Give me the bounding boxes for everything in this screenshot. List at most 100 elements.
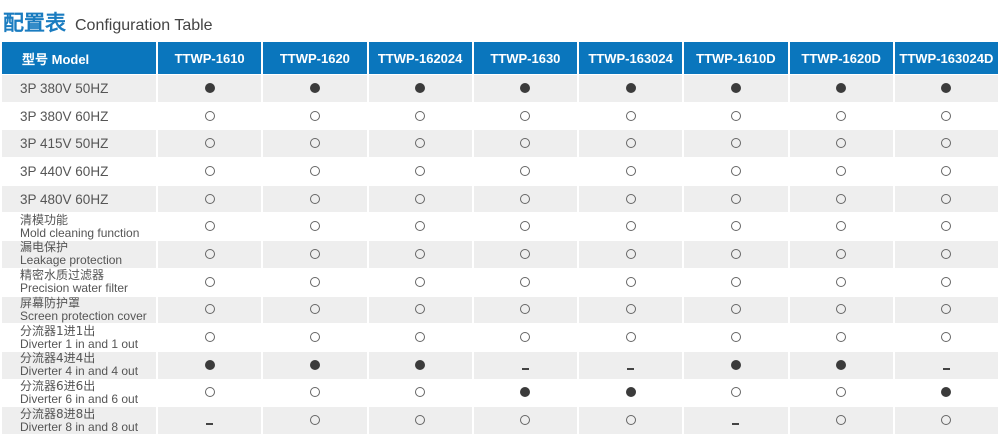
hollow-circle-icon (520, 248, 531, 259)
row-label-english: Diverter 8 in and 8 out (20, 419, 139, 434)
table-cell (368, 324, 472, 352)
hollow-circle-icon (309, 221, 320, 232)
row-label-english: Diverter 1 in and 1 out (20, 336, 139, 351)
table-cell (263, 380, 367, 408)
table-cell (263, 130, 367, 159)
hollow-circle-icon (204, 110, 215, 121)
hollow-circle-icon (520, 110, 531, 121)
table-cell (789, 75, 893, 103)
table-cell (368, 241, 472, 269)
hollow-circle-icon (520, 276, 531, 287)
table-cell (789, 407, 893, 435)
table-cell (473, 103, 577, 131)
hollow-circle-icon (204, 138, 215, 149)
hollow-circle-icon (625, 221, 636, 232)
model-header-ttwp-163024: TTWP-163024 (579, 42, 683, 75)
hollow-circle-icon (415, 138, 426, 149)
table-cell (894, 380, 998, 408)
table-cell (579, 351, 683, 380)
hollow-circle-icon (309, 304, 320, 315)
table-cell (894, 75, 998, 103)
filled-circle-icon (520, 387, 531, 398)
table-cell (473, 296, 577, 325)
hollow-circle-icon (520, 221, 531, 232)
table-cell (579, 213, 683, 242)
table-cell (368, 351, 472, 380)
table-cell (158, 213, 262, 242)
table-row: 分流器4进4出 Diverter 4 in and 4 out (2, 352, 998, 380)
hollow-circle-icon (836, 138, 847, 149)
table-cell (579, 407, 683, 435)
hollow-circle-icon (204, 304, 215, 315)
table-cell (473, 241, 577, 269)
row-label-chinese: 漏电保护 (20, 240, 69, 255)
table-cell (684, 213, 788, 242)
row-label: 分流器8进8出 Diverter 8 in and 8 out (2, 407, 156, 435)
filled-circle-icon (836, 82, 847, 93)
filled-circle-icon (309, 359, 320, 370)
table-cell (368, 130, 472, 159)
model-header-ttwp-1620: TTWP-1620 (263, 42, 367, 75)
hollow-circle-icon (520, 332, 531, 343)
table-cell (473, 407, 577, 435)
table-cell (158, 269, 262, 297)
table-cell (684, 241, 788, 269)
table-cell (473, 158, 577, 186)
table-cell (473, 269, 577, 297)
table-cell (789, 158, 893, 186)
table-body: 3P 380V 50HZ 3P 380V 60HZ 3P 415V 50HZ 3P 4… (2, 75, 998, 435)
table-cell (263, 324, 367, 352)
table-row: 清模功能 Mold cleaning function (2, 213, 998, 242)
hollow-circle-icon (730, 332, 741, 343)
hollow-circle-icon (836, 221, 847, 232)
filled-circle-icon (204, 359, 215, 370)
hollow-circle-icon (415, 221, 426, 232)
hollow-circle-icon (625, 248, 636, 259)
model-header-ttwp-1610: TTWP-1610 (158, 42, 262, 75)
hollow-circle-icon (836, 193, 847, 204)
table-cell (894, 185, 998, 214)
table-cell (684, 158, 788, 186)
hollow-circle-icon (836, 276, 847, 287)
filled-circle-icon (520, 82, 531, 93)
row-label-chinese: 屏幕防护罩 (20, 295, 81, 310)
hollow-circle-icon (309, 138, 320, 149)
table-cell (473, 130, 577, 159)
table-cell (158, 130, 262, 159)
table-cell (263, 351, 367, 380)
table-cell (684, 185, 788, 214)
hollow-circle-icon (204, 332, 215, 343)
hollow-circle-icon (730, 304, 741, 315)
hollow-circle-icon (309, 165, 320, 176)
row-label: 3P 440V 60HZ (2, 158, 156, 186)
hollow-circle-icon (836, 248, 847, 259)
hollow-circle-icon (625, 304, 636, 315)
hollow-circle-icon (625, 165, 636, 176)
hollow-circle-icon (836, 165, 847, 176)
hollow-circle-icon (204, 276, 215, 287)
hollow-circle-icon (941, 110, 952, 121)
table-cell (368, 103, 472, 131)
hollow-circle-icon (309, 276, 320, 287)
table-cell (473, 185, 577, 214)
table-cell (684, 351, 788, 380)
hollow-circle-icon (625, 193, 636, 204)
hollow-circle-icon (836, 387, 847, 398)
row-label-chinese: 分流器6进6出 (20, 378, 96, 393)
row-label: 分流器6进6出 Diverter 6 in and 6 out (2, 378, 156, 408)
row-label-english: Diverter 6 in and 6 out (20, 391, 139, 406)
hollow-circle-icon (941, 248, 952, 259)
hollow-circle-icon (941, 193, 952, 204)
table-cell (579, 75, 683, 103)
filled-circle-icon (309, 82, 320, 93)
hollow-circle-icon (730, 110, 741, 121)
hollow-circle-icon (730, 193, 741, 204)
table-cell (579, 241, 683, 269)
table-cell (263, 269, 367, 297)
row-label-english: Precision water filter (20, 281, 129, 296)
hollow-circle-icon (309, 387, 320, 398)
table-cell (158, 407, 262, 435)
filled-circle-icon (625, 82, 636, 93)
hollow-circle-icon (520, 138, 531, 149)
table-cell (894, 103, 998, 131)
